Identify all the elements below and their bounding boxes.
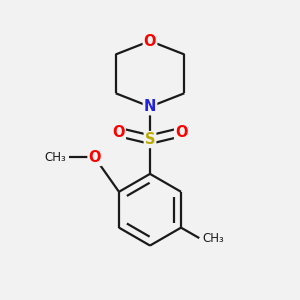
Text: O: O [175, 124, 188, 140]
Text: O: O [112, 124, 125, 140]
Text: CH₃: CH₃ [202, 232, 224, 244]
Text: CH₃: CH₃ [45, 151, 66, 164]
Text: N: N [144, 99, 156, 114]
Text: O: O [88, 150, 101, 165]
Text: S: S [145, 132, 155, 147]
Text: O: O [144, 34, 156, 49]
